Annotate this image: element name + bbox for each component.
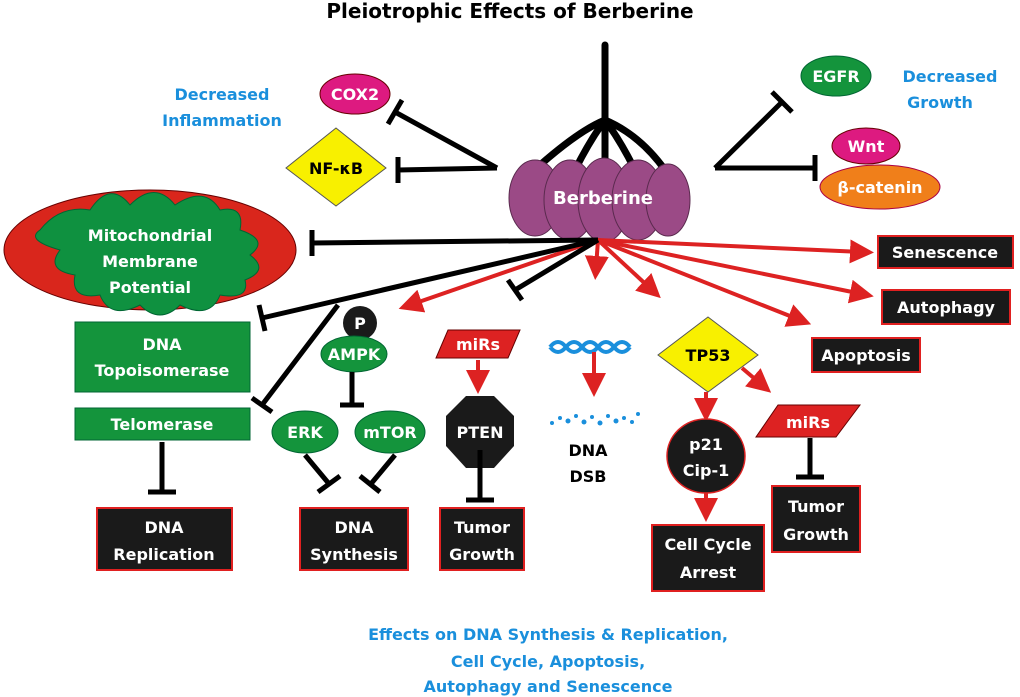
mirs-label-2: miRs: [786, 413, 830, 432]
cell-cycle-label: Arrest: [680, 563, 737, 582]
tumor-growth-label-2: Tumor: [788, 497, 844, 516]
dna-dsb-label: DNA: [568, 441, 608, 460]
dna-synthesis-box: [299, 507, 409, 571]
mtor-node: [354, 410, 426, 454]
topo-label: Topoisomerase: [95, 361, 230, 380]
cox2-label: COX2: [331, 85, 379, 104]
apoptosis-box: [811, 337, 921, 373]
tumor-growth-label-1: Growth: [449, 545, 515, 564]
footer-caption: Autophagy and Senescence: [424, 677, 673, 696]
dna-replication-label: DNA: [144, 518, 184, 537]
inhibit-dna-branch: [505, 237, 600, 302]
inhibit-cox2: [385, 98, 499, 171]
dna-replication-label: Replication: [113, 545, 214, 564]
egfr-label: EGFR: [812, 67, 859, 86]
inhibit-tumor-2: [796, 438, 824, 480]
footer-caption: Effects on DNA Synthesis & Replication,: [368, 625, 728, 644]
tumor-growth-label-2: Growth: [783, 525, 849, 544]
activation-arrows: [398, 238, 874, 327]
inhibit-mito: [309, 230, 599, 256]
senescence-box: [877, 235, 1014, 269]
growth-label: Decreased: [903, 67, 998, 86]
inhibit-tumor-1: [466, 450, 494, 503]
wnt-node: [831, 127, 901, 165]
erk-label: ERK: [287, 423, 323, 442]
berberine-label: Berberine: [553, 188, 653, 209]
nfkb-label: NF-κB: [309, 159, 363, 178]
p21-label: Cip-1: [683, 461, 729, 480]
senescence-label: Senescence: [892, 243, 998, 262]
cell-cycle-label: Cell Cycle: [664, 535, 751, 554]
dna-helix-icon: [548, 340, 632, 354]
inhibit-egfr: [713, 90, 794, 170]
autophagy-box: [881, 289, 1011, 325]
mitochondria-inner: [35, 192, 260, 316]
p21-node: [666, 418, 746, 494]
beta-catenin-node: [819, 164, 941, 210]
inflammation-label: Decreased: [175, 85, 270, 104]
beta-catenin-label: β-catenin: [837, 178, 922, 197]
mito-label: Potential: [109, 278, 191, 297]
inhibit-mtor: [340, 372, 364, 408]
ampk-label: AMPK: [328, 345, 381, 364]
inhibit-topo: [256, 237, 599, 332]
telomerase-label: Telomerase: [111, 415, 214, 434]
apoptosis-label: Apoptosis: [821, 346, 910, 365]
mirs-node-2: [755, 404, 861, 438]
phospho-node: [343, 306, 377, 340]
dna-synthesis-label: Synthesis: [310, 545, 398, 564]
inhibit-erk: [250, 303, 340, 415]
cell-cycle-arrest-box: [651, 524, 765, 592]
erk-node: [271, 410, 339, 454]
inhibit-dna-replication: [148, 442, 176, 495]
tumor-growth-label-1: Tumor: [454, 518, 510, 537]
egfr-node: [800, 55, 872, 97]
tumor-growth-box-1: [439, 507, 525, 571]
footer-caption: Cell Cycle, Apoptosis,: [451, 652, 645, 671]
mtor-label: mTOR: [363, 423, 417, 442]
berberine-node: [508, 157, 691, 243]
pten-label: PTEN: [457, 423, 504, 442]
pten-node: [446, 396, 514, 468]
p21-label: p21: [689, 435, 723, 454]
nfkb-node: [285, 127, 387, 207]
topoisomerase-box: [74, 321, 251, 393]
autophagy-label: Autophagy: [897, 298, 996, 317]
phospho-label: P: [354, 314, 366, 333]
inhibit-nfkb: [395, 157, 498, 183]
tumor-growth-box-2: [771, 485, 861, 553]
inhibit-dna-synthesis-erk: [303, 453, 342, 495]
growth-label: Growth: [907, 93, 973, 112]
tp53-label: TP53: [686, 346, 731, 365]
berberine-plant-stalks: [536, 41, 669, 179]
dna-dsb-label: DSB: [570, 467, 607, 486]
mirs-label-1: miRs: [456, 335, 500, 354]
diagram-title: Pleiotrophic Effects of Berberine: [326, 0, 693, 23]
activate-mirs-2: [740, 366, 772, 393]
inflammation-label: Inflammation: [162, 111, 282, 130]
dna-replication-box: [96, 507, 233, 571]
cox2-node: [319, 73, 391, 115]
dna-synthesis-label: DNA: [334, 518, 374, 537]
mirs-node-1: [435, 329, 521, 359]
topo-label: DNA: [142, 335, 182, 354]
broken-dna-icon: [550, 412, 640, 426]
inhibit-dna-synthesis-mtor: [358, 453, 397, 494]
telomerase-box: [74, 407, 251, 441]
wnt-label: Wnt: [848, 137, 885, 156]
inhibit-wnt: [715, 155, 818, 181]
mito-label: Membrane: [102, 252, 198, 271]
mito-label: Mitochondrial: [88, 226, 212, 245]
